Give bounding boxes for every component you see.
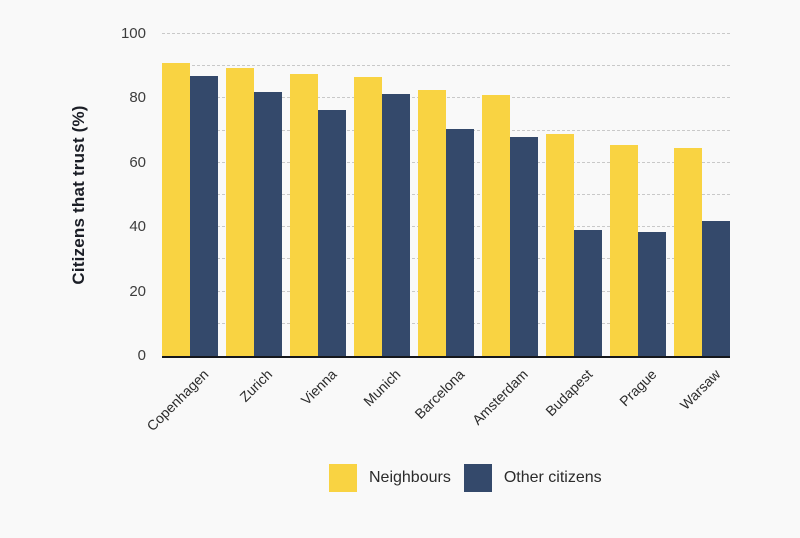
bar-amsterdam-neighbours	[482, 95, 510, 356]
bar-zurich-other-citizens	[254, 91, 282, 356]
legend: Neighbours Other citizens	[329, 464, 602, 492]
bar-vienna-neighbours	[290, 74, 318, 356]
bar-zurich-neighbours	[226, 67, 254, 356]
x-label-cell-munich: Munich	[354, 356, 410, 436]
bar-group-warsaw	[674, 148, 730, 356]
bar-vienna-other-citizens	[318, 109, 346, 356]
bar-group-prague	[610, 145, 666, 356]
bar-budapest-neighbours	[546, 133, 574, 356]
bar-copenhagen-neighbours	[162, 62, 190, 356]
x-label-cell-budapest: Budapest	[542, 356, 602, 436]
legend-item-other-citizens: Other citizens	[463, 464, 602, 492]
y-tick-label-20: 20	[129, 282, 146, 300]
bar-barcelona-neighbours	[418, 90, 446, 356]
bar-copenhagen-other-citizens	[190, 75, 218, 356]
x-label-cell-prague: Prague	[610, 356, 666, 436]
bar-munich-other-citizens	[382, 93, 410, 356]
gridline-100	[162, 33, 730, 34]
x-label-cell-warsaw: Warsaw	[674, 356, 730, 436]
x-label-prague: Prague	[616, 366, 660, 410]
gridline-80	[162, 97, 730, 99]
bar-group-barcelona	[418, 90, 474, 356]
bar-warsaw-neighbours	[674, 148, 702, 356]
bar-group-budapest	[546, 133, 602, 356]
bar-group-vienna	[290, 74, 346, 356]
x-label-cell-zurich: Zurich	[226, 356, 282, 436]
x-label-budapest: Budapest	[542, 366, 596, 420]
legend-label-neighbours: Neighbours	[369, 469, 451, 486]
x-axis-line	[162, 356, 730, 358]
y-axis-title: Citizens that trust (%)	[69, 105, 88, 285]
bar-group-munich	[354, 77, 410, 356]
x-label-amsterdam: Amsterdam	[469, 366, 532, 428]
x-label-cell-barcelona: Barcelona	[411, 356, 474, 436]
bar-group-amsterdam	[482, 95, 538, 356]
legend-swatch-neighbours	[329, 464, 357, 492]
bar-group-copenhagen	[162, 62, 218, 356]
y-tick-label-0: 0	[137, 347, 146, 364]
y-tick-label-100: 100	[120, 25, 146, 42]
bar-amsterdam-other-citizens	[510, 137, 538, 356]
x-label-cell-amsterdam: Amsterdam	[469, 356, 538, 436]
x-label-vienna: Vienna	[297, 366, 340, 408]
y-axis-ticks: 0 20 40 60 80 100	[92, 0, 146, 400]
x-label-barcelona: Barcelona	[411, 366, 468, 422]
x-label-copenhagen: Copenhagen	[143, 366, 212, 435]
x-label-warsaw: Warsaw	[676, 366, 724, 413]
bar-warsaw-other-citizens	[702, 220, 730, 356]
x-label-cell-vienna: Vienna	[290, 356, 346, 436]
bar-budapest-other-citizens	[574, 230, 602, 356]
plot-area	[162, 33, 730, 358]
x-label-zurich: Zurich	[236, 366, 276, 405]
bar-munich-neighbours	[354, 77, 382, 356]
gridline-90	[162, 65, 730, 67]
bar-group-zurich	[226, 67, 282, 356]
legend-swatch-other-citizens	[463, 464, 492, 492]
legend-label-other-citizens: Other citizens	[503, 469, 602, 486]
bar-prague-neighbours	[610, 145, 638, 356]
x-axis-labels: Copenhagen Zurich Vienna Munich Barcelona Ams…	[143, 356, 730, 436]
x-label-cell-copenhagen: Copenhagen	[143, 356, 218, 436]
x-label-munich: Munich	[360, 366, 404, 410]
y-tick-label-60: 60	[129, 153, 146, 171]
legend-item-neighbours: Neighbours	[329, 464, 451, 492]
bar-groups	[162, 34, 730, 356]
bar-barcelona-other-citizens	[446, 129, 474, 356]
y-tick-label-40: 40	[129, 218, 146, 236]
bar-prague-other-citizens	[638, 232, 666, 356]
y-tick-label-80: 80	[129, 89, 146, 107]
